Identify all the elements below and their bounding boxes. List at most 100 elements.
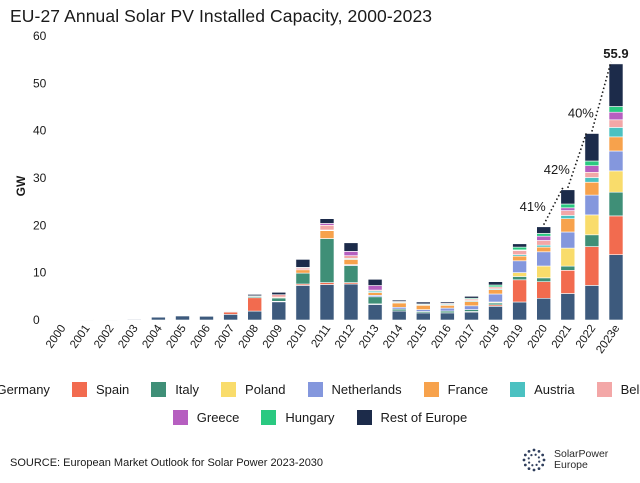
bar-segment-france: [319, 230, 335, 239]
total-label: 55.9: [603, 46, 628, 61]
bar-segment-germany: [440, 312, 455, 321]
logo-line-1: SolarPower: [554, 448, 609, 460]
legend-label: Poland: [245, 382, 286, 397]
bar-segment-germany: [151, 316, 166, 321]
x-tick-label: 2004: [140, 322, 165, 350]
legend-row: Germany Spain Italy Poland Netherlands France…: [0, 382, 640, 397]
bar-segment-germany: [367, 304, 383, 321]
bar-segment-spain: [247, 297, 262, 312]
bar-segment-italy: [367, 296, 383, 305]
bar-segment-greece: [536, 235, 552, 241]
bar-segment-france: [343, 259, 359, 265]
legend-item: Hungary: [261, 410, 335, 425]
bar-segment-rest-of-europe: [319, 218, 335, 224]
x-tick-label: 2001: [68, 323, 93, 351]
bar-segment-austria: [584, 177, 600, 183]
bar-segment-france: [464, 301, 479, 307]
bar-segment-hungary: [512, 246, 527, 251]
legend-item: Greece: [172, 410, 239, 425]
bar-segment-belgium: [464, 298, 479, 301]
bar-segment-italy: [608, 191, 624, 217]
bar-segment-rest-of-europe: [464, 295, 479, 299]
legend-swatch: [596, 382, 612, 397]
bar-segment-france: [512, 255, 527, 262]
y-axis: 0 10 20 30 40 50 60 GW: [14, 29, 47, 327]
bar-segment-rest-of-europe: [391, 299, 407, 302]
bar-segment-spain: [608, 215, 624, 255]
growth-label: 40%: [568, 106, 594, 121]
legend-row: Greece Hungary Rest of Europe: [0, 410, 640, 425]
bar-segment-netherlands: [608, 150, 624, 172]
legend-swatch: [172, 410, 188, 425]
x-tick-label: 2015: [405, 323, 430, 351]
legend-item: Italy: [151, 382, 199, 397]
bar-segment-belgium: [271, 294, 287, 298]
legend-label: Hungary: [285, 410, 335, 425]
bar-segment-rest-of-europe: [536, 226, 552, 234]
solarpower-europe-logo: SolarPower Europe: [520, 446, 608, 474]
y-tick-label: 40: [33, 124, 47, 138]
bar-segment-belgium: [512, 250, 527, 255]
bar-segment-greece: [560, 207, 576, 211]
growth-label: 41%: [520, 199, 546, 214]
bar-segment-austria: [560, 215, 576, 219]
bar-segment-germany: [223, 313, 238, 321]
x-tick-label: 2012: [333, 323, 358, 351]
annotations: 41% 42% 40% 55.9: [520, 46, 629, 226]
x-tick-label: 2000: [44, 323, 69, 351]
legend-swatch: [71, 382, 87, 397]
bar-segment-italy: [584, 234, 600, 247]
y-tick-label: 60: [33, 29, 47, 43]
x-axis: 2000 2001 2002 2003 2004 2005 2006 2007 2008 2009…: [44, 322, 622, 356]
bar-segment-rest-of-europe: [271, 291, 287, 295]
bar-segment-germany: [247, 310, 262, 321]
legend-label: Netherlands: [331, 382, 402, 397]
bar-segment-germany: [343, 283, 359, 321]
legend-swatch: [221, 382, 237, 397]
y-axis-label: GW: [14, 175, 28, 196]
bar-segment-poland: [536, 265, 552, 279]
bar-segment-rest-of-europe: [608, 63, 624, 107]
bar-segment-italy: [488, 302, 503, 306]
bar-segment-italy: [512, 276, 527, 281]
bar-segment-germany: [175, 315, 190, 321]
legend-label: Austria: [534, 382, 575, 397]
y-tick-label: 10: [33, 266, 47, 280]
bar-segment-poland: [608, 170, 624, 193]
x-tick-label: 2022: [574, 323, 599, 351]
bar-segment-germany: [391, 310, 407, 321]
source-note: SOURCE: European Market Outlook for Sola…: [10, 457, 324, 469]
bar-segment-france: [295, 269, 311, 274]
bar-segment-greece: [367, 285, 383, 291]
bar-segment-netherlands: [464, 305, 479, 310]
x-tick-label: 2009: [261, 323, 286, 351]
bar-segment-france: [608, 136, 624, 152]
logo-line-2: Europe: [554, 459, 588, 471]
legend-label: Rest of Europe: [380, 410, 468, 425]
x-tick-label: 2003: [116, 323, 141, 351]
bar-segment-rest-of-europe: [584, 133, 600, 162]
bars: [54, 63, 624, 321]
bar-segment-belgium: [536, 240, 552, 246]
bar-segment-germany: [608, 254, 624, 321]
legend-item: France: [423, 382, 488, 397]
bar-segment-germany: [319, 284, 335, 321]
bar-segment-germany: [295, 285, 311, 321]
y-tick-label: 20: [33, 218, 47, 232]
legend: Germany Spain Italy Poland Netherlands France…: [0, 382, 640, 438]
bar-segment-germany: [560, 293, 576, 321]
legend-label: Belgium: [620, 382, 640, 397]
bar-segment-france: [560, 218, 576, 233]
bar-segment-spain: [512, 279, 527, 303]
legend-swatch: [261, 410, 277, 425]
x-tick-label: 2018: [477, 323, 502, 351]
bar-segment-italy: [536, 277, 552, 282]
y-tick-label: 50: [33, 76, 47, 90]
bar-segment-italy: [319, 238, 335, 283]
chart-title: EU-27 Annual Solar PV Installed Capacity…: [10, 6, 433, 26]
legend-item: Belgium: [596, 382, 640, 397]
bar-segment-netherlands: [560, 231, 576, 249]
x-tick-label: 2019: [502, 323, 527, 351]
bar-segment-france: [440, 304, 455, 309]
bar-segment-germany: [488, 305, 503, 321]
